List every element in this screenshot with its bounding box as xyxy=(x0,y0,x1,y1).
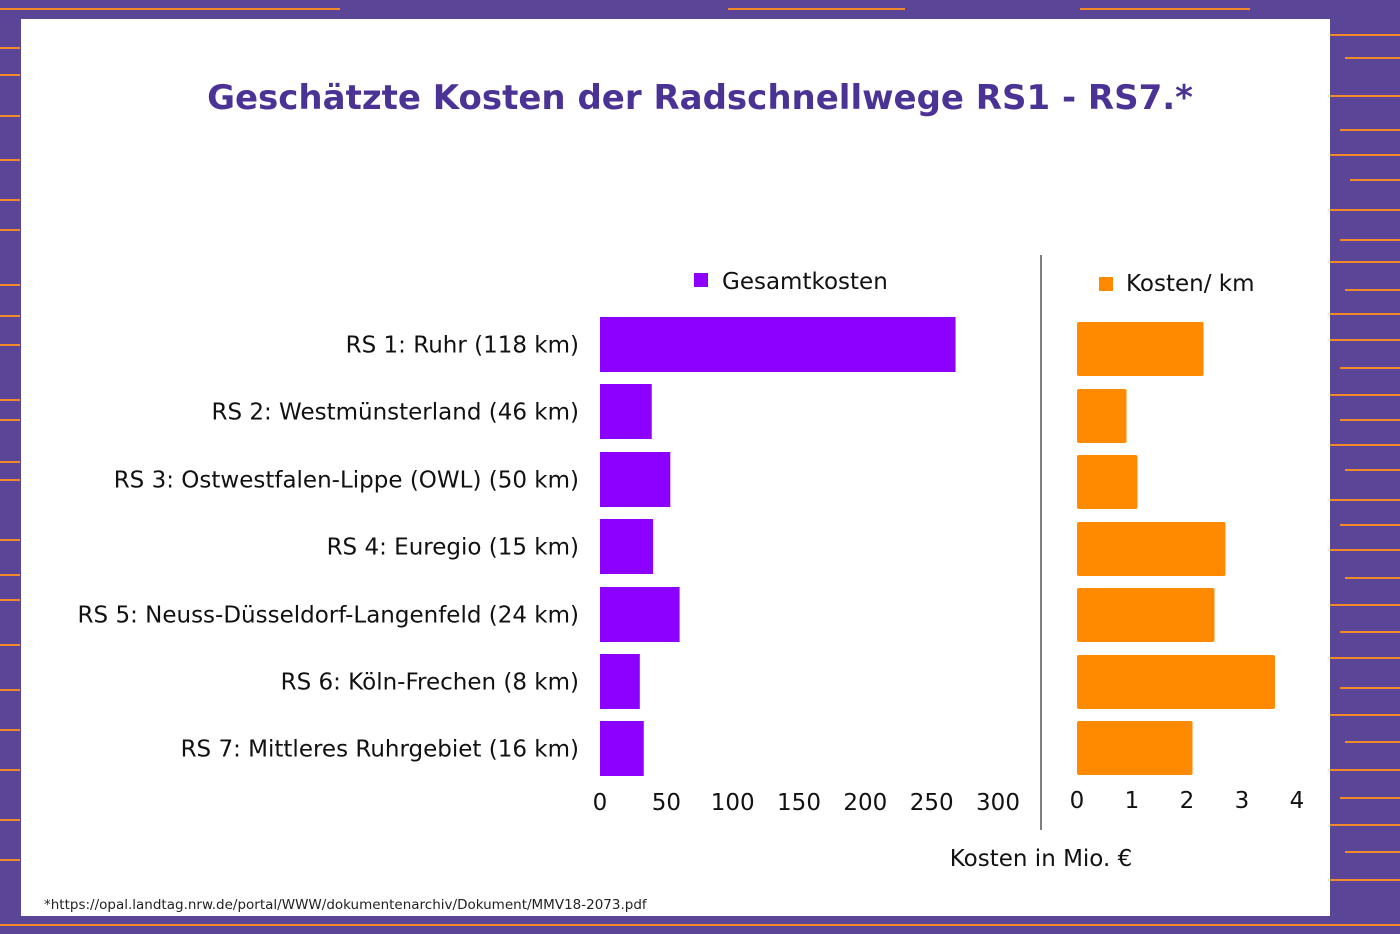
bar-kosten-km xyxy=(1077,655,1275,709)
chart-title: Geschätzte Kosten der Radschnellwege RS1… xyxy=(207,78,1193,118)
legend-marker-kosten-km xyxy=(1099,277,1113,291)
category-label: RS 1: Ruhr (118 km) xyxy=(346,333,579,359)
x-tick-label-left: 250 xyxy=(910,790,954,816)
category-label: RS 4: Euregio (15 km) xyxy=(327,535,579,561)
bar-gesamtkosten xyxy=(600,452,671,507)
bar-gesamtkosten xyxy=(600,317,956,372)
x-tick-label-right: 3 xyxy=(1235,788,1250,814)
bar-gesamtkosten xyxy=(600,384,652,439)
bar-gesamtkosten xyxy=(600,587,680,642)
legend-label-kosten-km: Kosten/ km xyxy=(1126,271,1255,297)
x-tick-label-right: 2 xyxy=(1180,788,1195,814)
source-footnote: *https://opal.landtag.nrw.de/portal/WWW/… xyxy=(44,897,647,913)
category-label: RS 3: Ostwestfalen-Lippe (OWL) (50 km) xyxy=(114,468,579,494)
bar-kosten-km xyxy=(1077,522,1226,576)
x-tick-label-right: 0 xyxy=(1070,788,1085,814)
bar-gesamtkosten xyxy=(600,519,654,574)
x-tick-label-right: 4 xyxy=(1290,788,1305,814)
x-tick-label-left: 200 xyxy=(843,790,887,816)
x-tick-label-right: 1 xyxy=(1125,788,1140,814)
category-label: RS 6: Köln-Frechen (8 km) xyxy=(281,670,579,696)
x-axis-label: Kosten in Mio. € xyxy=(950,846,1132,872)
x-tick-label-left: 300 xyxy=(976,790,1020,816)
x-tick-label-left: 50 xyxy=(652,790,681,816)
legend-marker-gesamtkosten xyxy=(694,273,708,287)
legend-label-gesamtkosten: Gesamtkosten xyxy=(722,269,888,295)
category-label: RS 5: Neuss-Düsseldorf-Langenfeld (24 km… xyxy=(78,603,579,629)
bar-kosten-km xyxy=(1077,455,1138,509)
x-tick-label-left: 0 xyxy=(593,790,608,816)
bar-gesamtkosten xyxy=(600,654,640,709)
bar-kosten-km xyxy=(1077,389,1127,443)
x-tick-label-left: 100 xyxy=(711,790,755,816)
bar-kosten-km xyxy=(1077,322,1204,376)
bar-kosten-km xyxy=(1077,588,1215,642)
bar-gesamtkosten xyxy=(600,721,644,776)
bar-kosten-km xyxy=(1077,721,1193,775)
category-label: RS 2: Westmünsterland (46 km) xyxy=(211,400,579,426)
category-label: RS 7: Mittleres Ruhrgebiet (16 km) xyxy=(181,737,579,763)
x-tick-label-left: 150 xyxy=(777,790,821,816)
